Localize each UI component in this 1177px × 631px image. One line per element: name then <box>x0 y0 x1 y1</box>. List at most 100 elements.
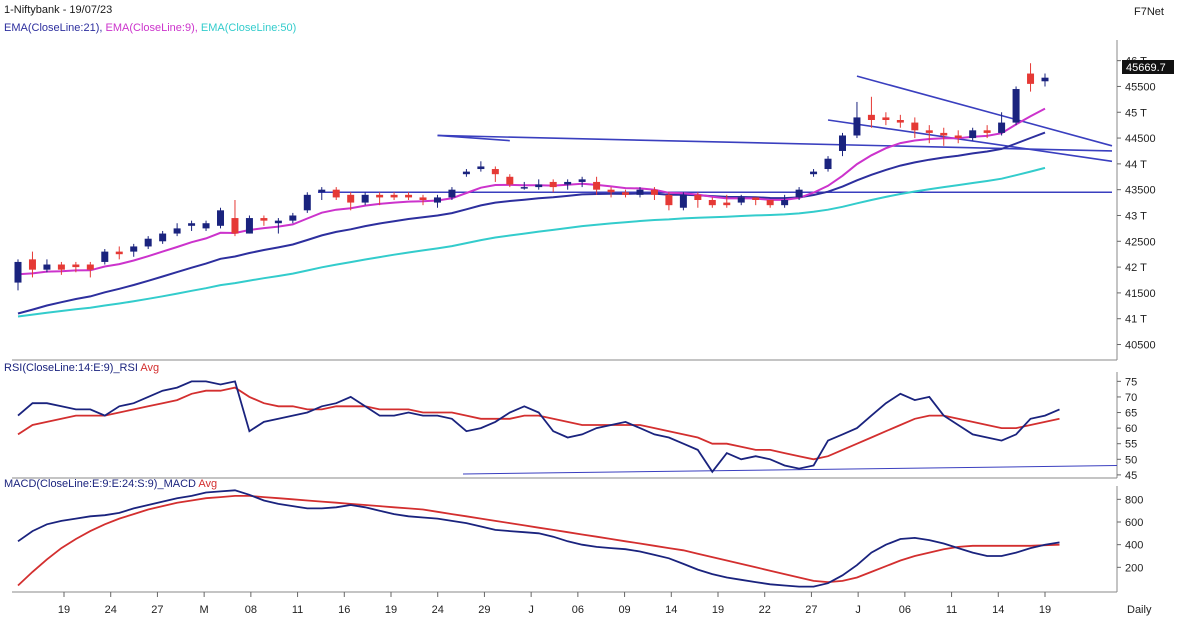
rsi-trendline <box>463 465 1118 475</box>
candle-body <box>636 189 644 195</box>
x-tick-label: 06 <box>572 604 584 616</box>
candle-body <box>940 132 948 136</box>
candle-body <box>535 184 543 188</box>
period-label: Daily <box>1127 604 1152 616</box>
x-tick-label: 19 <box>1039 604 1051 616</box>
ema50-label: EMA(CloseLine:50) <box>200 22 297 34</box>
rsi-panel <box>17 380 1118 475</box>
trendline <box>827 119 1113 163</box>
candle-body <box>824 158 832 170</box>
x-tick-label: 22 <box>759 604 771 616</box>
macd-avg-label: Avg <box>198 478 218 490</box>
candle-body <box>188 223 196 226</box>
candle-body <box>448 189 456 198</box>
x-tick-label: 06 <box>899 604 911 616</box>
chart-title: 1-Niftybank - 19/07/23 <box>4 4 113 16</box>
rsi-avg-label: Avg <box>140 362 160 374</box>
candle-body <box>983 130 991 133</box>
candle-body <box>665 194 673 206</box>
macd-line <box>17 489 1060 588</box>
candle-body <box>57 264 65 270</box>
candle-body <box>144 238 152 247</box>
candle-body <box>43 264 51 270</box>
candle-body <box>303 194 311 211</box>
price-tick-label: 45500 <box>1125 81 1156 93</box>
x-tick-label: 27 <box>151 604 163 616</box>
x-tick-label: 19 <box>58 604 70 616</box>
candle-body <box>622 192 630 195</box>
candle-body <box>376 194 384 198</box>
candle-body <box>911 122 919 131</box>
panel-frames <box>12 40 1118 593</box>
candle-body <box>679 194 687 208</box>
candle-body <box>1027 73 1035 84</box>
macd-tick-label: 400 <box>1125 540 1143 552</box>
last-price-badge: 45669.7 <box>1126 62 1166 74</box>
x-tick-label: 19 <box>712 604 724 616</box>
candle-body <box>318 189 326 193</box>
price-tick-label: 42 T <box>1125 262 1147 274</box>
price-tick-label: 41500 <box>1125 288 1156 300</box>
candle-body <box>998 122 1006 133</box>
candle-body <box>405 194 413 198</box>
x-tick-label: 14 <box>665 604 677 616</box>
candle-body <box>347 194 355 203</box>
candle-body <box>810 171 818 175</box>
ema50-line <box>17 166 1046 318</box>
candle-body <box>969 130 977 139</box>
x-tick-label: 09 <box>618 604 630 616</box>
candle-body <box>1041 77 1049 82</box>
macd-title: MACD(CloseLine:E:9:E:24:S:9)_MACD <box>4 478 196 490</box>
last-price-badge-bg <box>1122 60 1174 74</box>
candle-body <box>954 135 962 139</box>
rsi-tick-label: 50 <box>1125 454 1137 466</box>
macd-avg-line <box>17 494 1060 587</box>
macd-legend: MACD(CloseLine:E:9:E:24:S:9)_MACD Avg <box>4 478 217 490</box>
candle-body <box>332 189 340 198</box>
price-tick-label: 44 T <box>1125 159 1147 171</box>
candle-body <box>245 218 253 234</box>
candle-body <box>752 197 760 200</box>
ema9-line <box>17 107 1046 276</box>
rsi-legend: RSI(CloseLine:14:E:9)_RSI Avg <box>4 362 159 374</box>
x-tick-label: J <box>528 604 534 616</box>
trendline <box>856 75 1113 147</box>
candle-body <box>130 246 138 252</box>
candle-body <box>115 251 123 255</box>
x-tick-label: 24 <box>105 604 117 616</box>
rsi-tick-label: 45 <box>1125 470 1137 482</box>
candle-body <box>853 117 861 136</box>
candle-body <box>173 228 181 234</box>
candle-body <box>462 171 470 175</box>
price-tick-label: 42500 <box>1125 236 1156 248</box>
price-tick-label: 45 T <box>1125 107 1147 119</box>
x-tick-label: J <box>855 604 861 616</box>
candle-body <box>520 187 528 189</box>
brand-label: F7Net <box>1134 6 1164 18</box>
rsi-tick-label: 65 <box>1125 408 1137 420</box>
macd-panel <box>17 489 1060 588</box>
rsi-tick-label: 60 <box>1125 423 1137 435</box>
candle-body <box>506 176 514 185</box>
x-tick-label: 14 <box>992 604 1004 616</box>
candle-body <box>72 264 80 268</box>
candle-body <box>867 114 875 120</box>
rsi-tick-label: 55 <box>1125 439 1137 451</box>
rsi-avg-line <box>17 386 1060 461</box>
candle-body <box>217 210 225 226</box>
candle-body <box>694 194 702 200</box>
x-tick-label: 11 <box>946 604 957 616</box>
candle-body <box>477 166 485 170</box>
candle-body <box>549 181 557 188</box>
candle-body <box>882 117 890 120</box>
candle-body <box>433 197 441 203</box>
rsi-title: RSI(CloseLine:14:E:9)_RSI <box>4 362 138 374</box>
candle-body <box>28 259 36 270</box>
candle-body <box>925 130 933 133</box>
candle-body <box>607 189 615 193</box>
candle-body <box>231 218 239 234</box>
candle-body <box>491 169 499 175</box>
candle-body <box>708 200 716 206</box>
